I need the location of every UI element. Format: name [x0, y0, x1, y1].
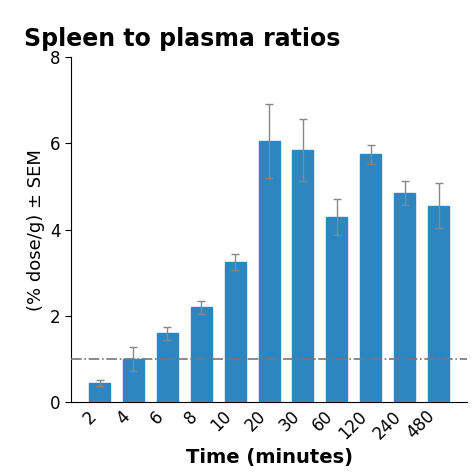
Bar	[327, 217, 347, 402]
Bar	[157, 333, 178, 402]
X-axis label: Time (minutes): Time (minutes)	[186, 448, 353, 467]
Bar	[292, 150, 313, 402]
Bar	[191, 308, 212, 402]
Bar	[394, 193, 415, 402]
Bar	[123, 359, 144, 402]
Bar	[428, 206, 449, 402]
Bar	[89, 383, 110, 402]
Bar	[225, 262, 246, 402]
Bar	[360, 154, 381, 402]
Bar	[259, 141, 280, 402]
Text: Spleen to plasma ratios: Spleen to plasma ratios	[24, 27, 340, 51]
Y-axis label: (% dose/g) ± SEM: (% dose/g) ± SEM	[27, 149, 45, 310]
